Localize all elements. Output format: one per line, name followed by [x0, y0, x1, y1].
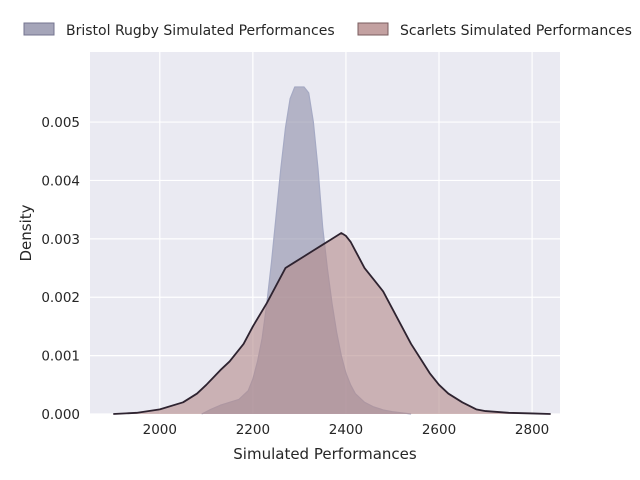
legend-label-1: Scarlets Simulated Performances: [400, 23, 632, 39]
y-tick-label-3: 0.003: [41, 232, 80, 248]
y-axis-ticks: 0.000 0.001 0.002 0.003 0.004 0.005: [41, 115, 80, 423]
y-tick-label-5: 0.005: [41, 115, 80, 131]
x-tick-label-3: 2600: [422, 422, 456, 438]
x-tick-label-2: 2400: [329, 422, 363, 438]
legend-swatch-1: [357, 22, 389, 36]
y-tick-label-2: 0.002: [41, 290, 80, 306]
x-tick-label-4: 2800: [515, 422, 549, 438]
x-axis-label: Simulated Performances: [233, 445, 417, 463]
legend-label-0: Bristol Rugby Simulated Performances: [66, 23, 335, 39]
series-group: [113, 86, 551, 415]
grid: [90, 52, 560, 415]
x-axis-ticks: 2000 2200 2400 2600 2800: [143, 422, 550, 438]
y-axis-label: Density: [17, 204, 35, 261]
legend: Bristol Rugby Simulated Performances Scar…: [23, 22, 632, 39]
legend-swatch-0: [23, 22, 55, 36]
series-line-1: [113, 232, 551, 415]
x-tick-label-1: 2200: [236, 422, 270, 438]
y-tick-label-0: 0.000: [41, 407, 80, 423]
y-tick-label-4: 0.004: [41, 173, 80, 189]
y-tick-label-1: 0.001: [41, 349, 80, 365]
series-area-0: [201, 87, 412, 414]
x-tick-label-0: 2000: [143, 422, 177, 438]
